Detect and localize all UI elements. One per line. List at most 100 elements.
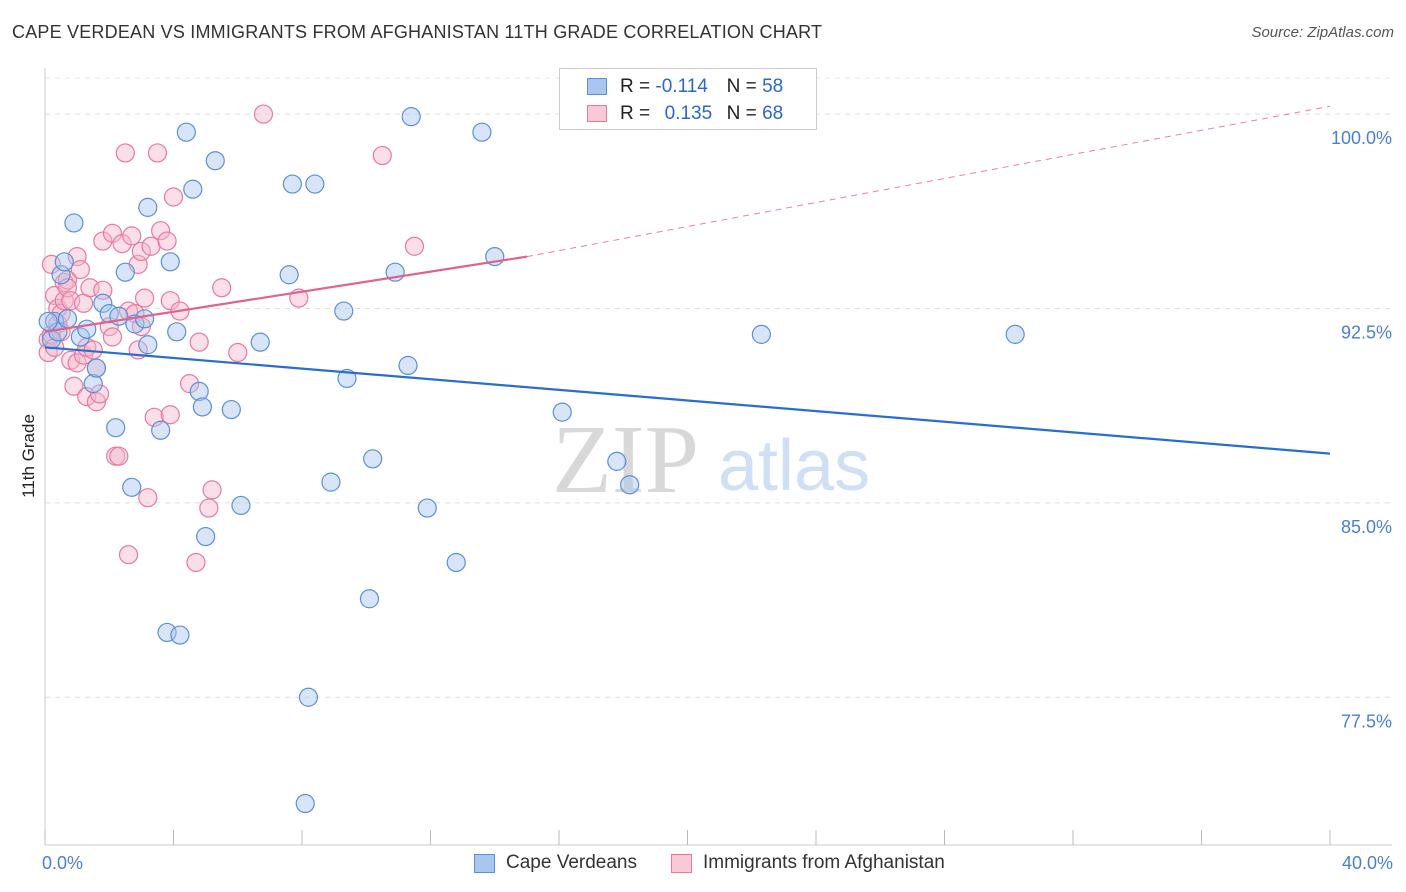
afghanistan-point	[189, 332, 209, 352]
legend-n-label: N =	[726, 76, 757, 97]
series-label-cape-verdeans: Cape Verdeans	[506, 852, 637, 873]
cape-verdean-point	[138, 197, 158, 217]
legend-n-label: N =	[726, 103, 757, 124]
cape-verdean-point	[106, 418, 126, 438]
afghanistan-point	[147, 143, 168, 163]
cape-verdean-point	[250, 332, 270, 352]
cape-verdean-point	[417, 498, 437, 518]
cape-verdean-point	[115, 262, 135, 282]
cape-verdean-point	[57, 309, 78, 329]
afghanistan-point	[157, 231, 177, 251]
cape-verdean-point	[151, 420, 171, 440]
cape-verdean-point	[398, 355, 418, 376]
cape-verdean-point	[205, 151, 225, 171]
cape-verdean-point	[607, 451, 627, 471]
cape-verdean-point	[298, 687, 319, 707]
afghanistan-point	[160, 291, 180, 311]
cape-verdean-point	[183, 179, 203, 199]
afghanistan-point	[122, 226, 142, 246]
cape-verdean-point	[64, 213, 84, 233]
afghanistan-trend-line	[44, 255, 528, 333]
source-label: Source: ZipAtlas.com	[1251, 24, 1394, 41]
cape-verdean-point	[359, 589, 380, 609]
cape-verdean-point	[83, 374, 103, 394]
cape-verdean-point	[295, 793, 315, 814]
cape-verdean-point	[363, 449, 383, 469]
afghanistan-point	[118, 545, 139, 565]
legend-n-value: 58	[762, 76, 784, 97]
y-tick-label: 92.5%	[1341, 322, 1392, 342]
cape-verdean-point	[170, 625, 190, 645]
cape-verdean-point	[167, 322, 187, 342]
series-afghanistan-points	[38, 104, 425, 573]
axes	[44, 68, 1392, 846]
cape-verdean-point	[54, 252, 74, 272]
afghanistan-point	[228, 342, 248, 363]
afghanistan-point	[115, 143, 135, 163]
cape-verdean-point	[70, 327, 90, 347]
afghanistan-point	[186, 552, 206, 573]
watermark-atlas: atlas	[718, 426, 870, 506]
afghanistan-point	[102, 327, 123, 347]
cape-verdean-point	[337, 368, 357, 389]
afghanistan-point	[109, 446, 129, 466]
afghanistan-point	[134, 288, 155, 308]
afghanistan-point	[93, 231, 113, 251]
cape-verdean-point	[1005, 324, 1025, 344]
cape-verdean-point	[401, 107, 421, 127]
cape-verdean-point	[282, 174, 302, 194]
cape-verdean-point	[279, 265, 299, 285]
x-tick-label: 40.0%	[1342, 853, 1393, 873]
y-tick-label: 85.0%	[1341, 517, 1392, 537]
afghanistan-point	[86, 392, 107, 412]
cape-verdean-point	[305, 174, 325, 194]
afghanistan-point	[131, 241, 151, 262]
watermark: ZIP atlas	[552, 406, 870, 514]
afghanistan-point	[57, 270, 78, 290]
afghanistan-trend-extension	[526, 105, 1331, 258]
series-legend: Cape Verdeans Immigrants from Afghanista…	[0, 852, 1406, 878]
cape-verdean-point	[552, 402, 572, 422]
cape-verdean-point	[751, 324, 771, 344]
cape-verdean-point	[231, 495, 251, 516]
series-swatch-pink	[671, 854, 692, 873]
afghanistan-point	[64, 376, 84, 396]
cape-verdean-point	[446, 552, 466, 573]
afghanistan-point	[212, 278, 232, 298]
afghanistan-point	[90, 384, 110, 404]
cape-verdean-point	[109, 306, 129, 326]
y-tick-label: 100.0%	[1331, 128, 1392, 148]
legend-r-label: R =	[620, 103, 651, 124]
cape-verdean-point	[321, 472, 341, 492]
cape-verdean-point	[334, 301, 354, 321]
cape-verdean-point	[138, 335, 158, 355]
afghanistan-point	[253, 104, 274, 124]
afghanistan-point	[138, 488, 158, 508]
series-cape-verdean-points	[38, 107, 1025, 814]
cape-verdean-point	[189, 381, 209, 402]
legend-swatch-blue	[587, 78, 607, 95]
cape-verdean-point	[93, 293, 113, 313]
afghanistan-point	[404, 236, 425, 256]
y-tick-label: 77.5%	[1341, 711, 1392, 731]
legend-r-value: 0.135	[664, 103, 713, 124]
afghanistan-point	[67, 353, 87, 373]
cape-verdean-point	[38, 311, 58, 332]
afghanistan-point	[160, 405, 180, 425]
cape-verdean-point	[160, 252, 180, 272]
legend-r-label: R =	[620, 76, 651, 97]
afghanistan-point	[163, 187, 184, 207]
afghanistan-point	[151, 221, 171, 241]
tick-labels: 100.0% 92.5% 85.0% 77.5% 0.0% 40.0%	[42, 128, 1393, 873]
legend-n-value: 68	[762, 103, 784, 124]
chart-title: CAPE VERDEAN VS IMMIGRANTS FROM AFGHANIS…	[12, 22, 823, 42]
legend-r-value: -0.114	[655, 76, 708, 97]
cape-verdean-point	[196, 526, 216, 547]
cape-verdean-point	[221, 399, 241, 420]
cape-verdean-point	[192, 397, 213, 417]
cape-verdean-point	[620, 475, 640, 495]
x-tick-label: 0.0%	[42, 853, 83, 873]
y-axis-title: 11th Grade	[19, 414, 38, 498]
cape-verdean-point	[86, 358, 107, 378]
